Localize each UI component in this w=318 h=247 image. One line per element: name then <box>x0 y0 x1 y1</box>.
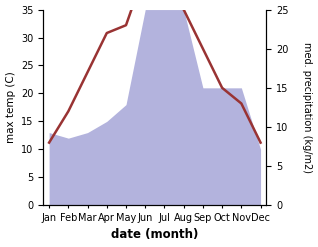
Y-axis label: med. precipitation (kg/m2): med. precipitation (kg/m2) <box>302 42 313 173</box>
X-axis label: date (month): date (month) <box>111 228 198 242</box>
Y-axis label: max temp (C): max temp (C) <box>5 72 16 143</box>
